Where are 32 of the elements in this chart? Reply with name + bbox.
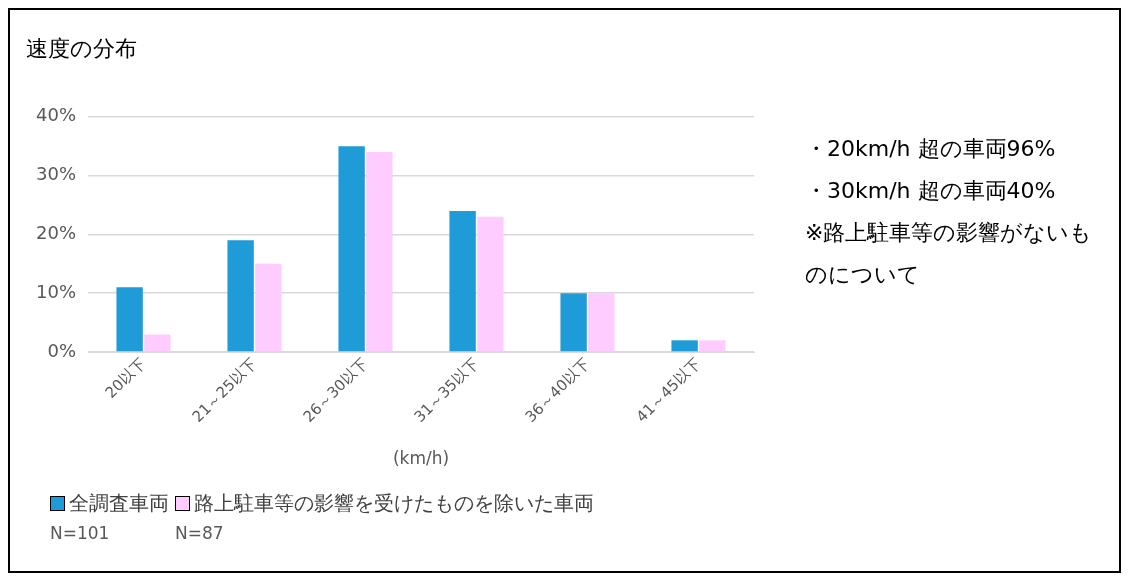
- bar: [144, 334, 171, 352]
- bar: [671, 340, 698, 352]
- text: ・30km/h 超の車両40%: [805, 177, 1057, 205]
- bar: [477, 216, 504, 352]
- x-tick-label: 21～25以下: [188, 354, 261, 426]
- y-tick-label: 30%: [35, 163, 77, 185]
- bar: [255, 263, 282, 352]
- y-tick-label: 10%: [35, 280, 77, 302]
- x-tick-label: 36～40以下: [521, 354, 594, 426]
- bar: [588, 293, 615, 352]
- legend-label: 路上駐車等の影響を受けたものを除いた車両: [194, 490, 594, 517]
- bar: [116, 287, 143, 352]
- legend-label: 全調査車両: [69, 490, 169, 517]
- chart-title: 速度の分布: [26, 35, 137, 63]
- bar: [560, 293, 587, 352]
- x-tick-label: 26～30以下: [299, 354, 372, 426]
- y-tick-label: 0%: [47, 339, 77, 361]
- text: ※路上駐車等の影響がないものについて: [805, 219, 1094, 289]
- bar: [699, 340, 726, 352]
- x-tick-label: 31～35以下: [410, 354, 483, 426]
- x-axis-title: (km/h): [392, 448, 450, 469]
- text: ・20km/h 超の車両96%: [805, 135, 1057, 163]
- x-tick-label: 20以下: [101, 354, 150, 402]
- text: N=87: [175, 523, 225, 543]
- bar: [338, 146, 365, 352]
- y-tick-label: 20%: [35, 222, 77, 244]
- bar: [227, 240, 254, 352]
- bar: [366, 152, 393, 352]
- y-tick-label: 40%: [35, 104, 77, 126]
- bar: [449, 210, 476, 352]
- x-tick-label: 41～45以下: [632, 354, 705, 426]
- text: N=101: [50, 523, 111, 543]
